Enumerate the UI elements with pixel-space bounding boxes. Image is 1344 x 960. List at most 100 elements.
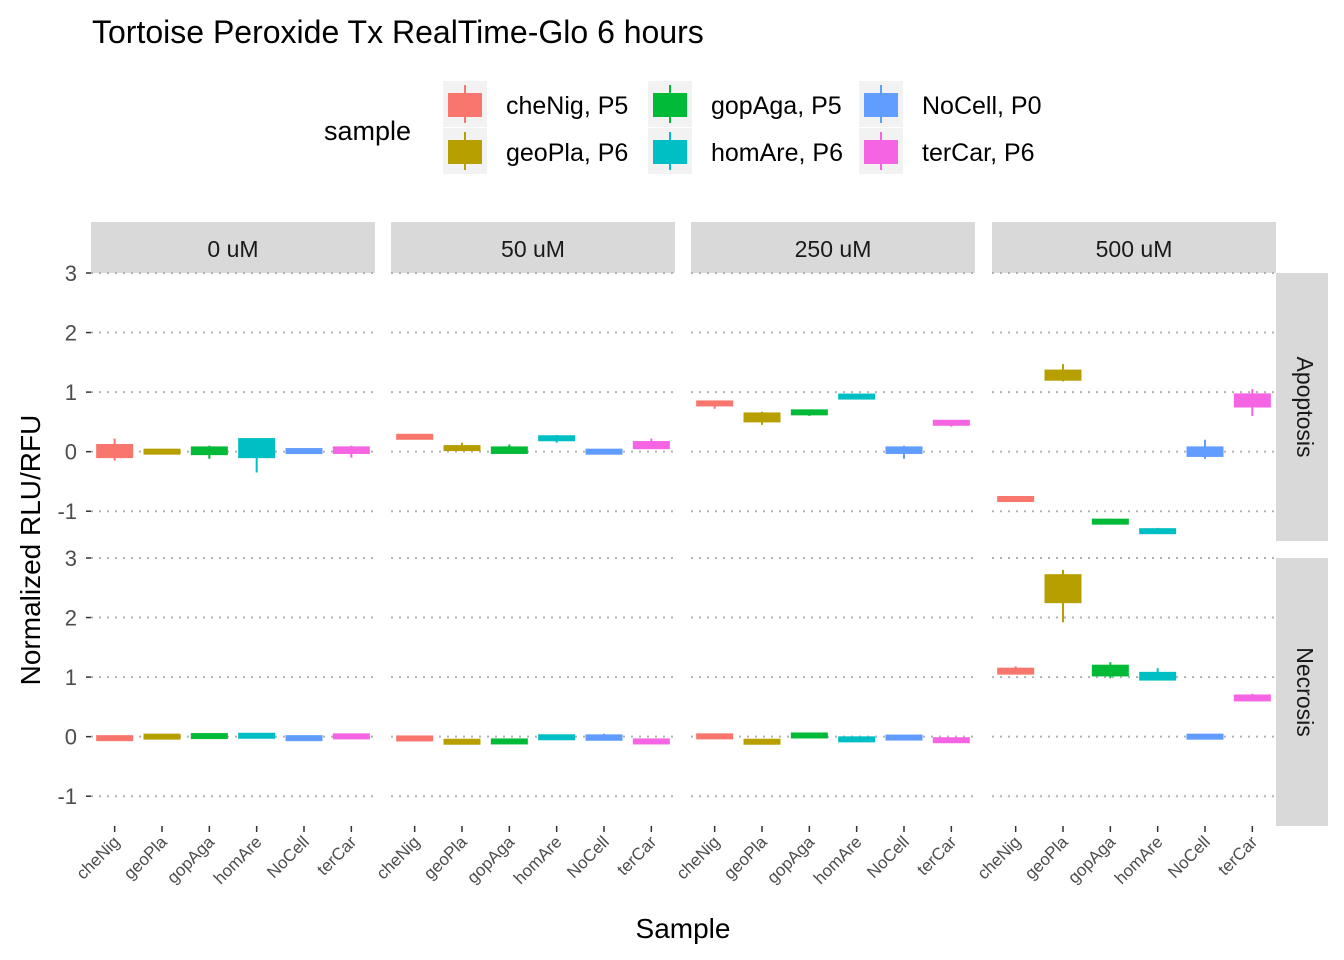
box-chenig [96,438,134,461]
facet-strip-background [91,222,375,273]
box-nocell [885,445,923,459]
box-geopla [743,738,781,745]
box-geopla [443,442,481,452]
box-geopla [1044,364,1082,382]
box-gopaga [190,445,228,459]
facet-strip-label: Apoptosis [1292,356,1318,457]
legend-item-geopla-p6: geoPla, P6 [443,128,628,174]
y-axis-tick-label: 1 [65,380,77,405]
box-nocell [885,734,923,741]
panel-apoptosis-500-um [992,272,1276,535]
box-homare [1139,668,1177,681]
box-nocell [1186,439,1224,459]
box-homare [1139,527,1177,535]
box-tercar [332,733,370,740]
box-homare [838,736,876,743]
panel-apoptosis-50-um [391,272,675,513]
box-body [885,446,923,454]
legend-key-swatch [653,93,687,117]
box-nocell [285,735,323,742]
legend-label: homAre, P6 [711,139,843,167]
box-gopaga [490,738,528,745]
y-axis-tick-label: 3 [65,546,77,571]
panel-apoptosis-250-um [691,272,975,513]
legend-label: cheNig, P5 [506,92,628,120]
box-gopaga [490,444,528,454]
box-chenig [696,733,734,740]
box-chenig [396,735,434,742]
facet-strip-necrosis: Necrosis [1276,558,1328,826]
y-axis-tick-label: -1 [57,784,77,809]
box-body [743,412,781,423]
box-gopaga [790,409,828,416]
facet-strip-background [691,222,975,273]
box-homare [838,393,876,400]
box-tercar [332,445,370,458]
legend-item-homare-p6: homAre, P6 [648,128,843,174]
box-geopla [143,448,181,455]
box-gopaga [190,733,228,740]
box-nocell [285,448,323,455]
box-geopla [1044,569,1082,623]
legend-items: cheNig, P5 gopAga, P5 NoCell, P0 geoPla, P6… [443,81,1042,174]
y-axis-tick-label: 3 [65,261,77,286]
box-geopla [743,411,781,425]
facet-strip-background [391,222,675,273]
y-axis-necrosis: -1 0 1 2 3 [57,546,91,809]
box-tercar [1233,389,1271,416]
chart-title: Tortoise Peroxide Tx RealTime-Glo 6 hour… [92,14,704,50]
box-homare [538,734,576,741]
legend-key-swatch [448,140,482,164]
box-chenig [997,496,1035,503]
box-gopaga [1091,662,1129,679]
panel-necrosis-0-um [91,557,375,798]
box-tercar [632,738,670,745]
box-homare [538,434,576,443]
panel-necrosis-50-um [391,557,675,798]
y-axis-title: Normalized RLU/RFU [15,415,46,686]
x-axis-title: Sample [636,913,731,944]
legend-label: terCar, P6 [922,139,1035,167]
box-chenig [396,433,434,440]
legend-label: gopAga, P5 [711,92,842,120]
panel-apoptosis-0-um [91,272,375,513]
box-body [1233,393,1271,408]
facet-strip-background [1276,558,1328,826]
box-nocell [1186,733,1224,740]
box-tercar [932,419,970,427]
facet-strip-250-um: 250 uM [691,222,975,273]
box-body [238,438,276,459]
box-geopla [443,738,481,745]
y-axis-tick-label: 0 [65,440,77,465]
box-homare [238,732,276,739]
box-chenig [96,735,134,742]
facet-strip-background [992,222,1276,273]
facet-strip-apoptosis: Apoptosis [1276,273,1328,541]
legend-item-chenig-p5: cheNig, P5 [443,81,628,127]
facet-strip-label: Necrosis [1292,647,1318,736]
y-axis-tick-label: 1 [65,665,77,690]
y-axis-tick-label: -1 [57,499,77,524]
y-axis-apoptosis: -1 0 1 2 3 [57,261,91,524]
facet-strip-0-um: 0 uM [91,222,375,273]
y-axis-tick-label: 2 [65,606,77,631]
legend-item-nocell-p0: NoCell, P0 [859,81,1042,127]
facet-strip-label: 500 uM [1096,236,1173,262]
box-nocell [585,733,623,741]
box-tercar [632,438,670,450]
legend-label: geoPla, P6 [506,139,628,167]
box-gopaga [1091,518,1129,525]
panel-necrosis-500-um [992,557,1276,798]
box-geopla [143,733,181,740]
legend: sample cheNig, P5 gopAga, P5 NoCell, P0 geo… [324,81,1042,174]
legend-title: sample [324,116,411,146]
legend-label: NoCell, P0 [922,92,1042,120]
box-homare [238,438,276,473]
legend-item-gopaga-p5: gopAga, P5 [648,81,842,127]
legend-key-swatch [864,140,898,164]
box-tercar [1233,693,1271,702]
box-chenig [696,400,734,409]
box-chenig [997,666,1035,675]
facet-strip-label: 50 uM [501,236,565,262]
